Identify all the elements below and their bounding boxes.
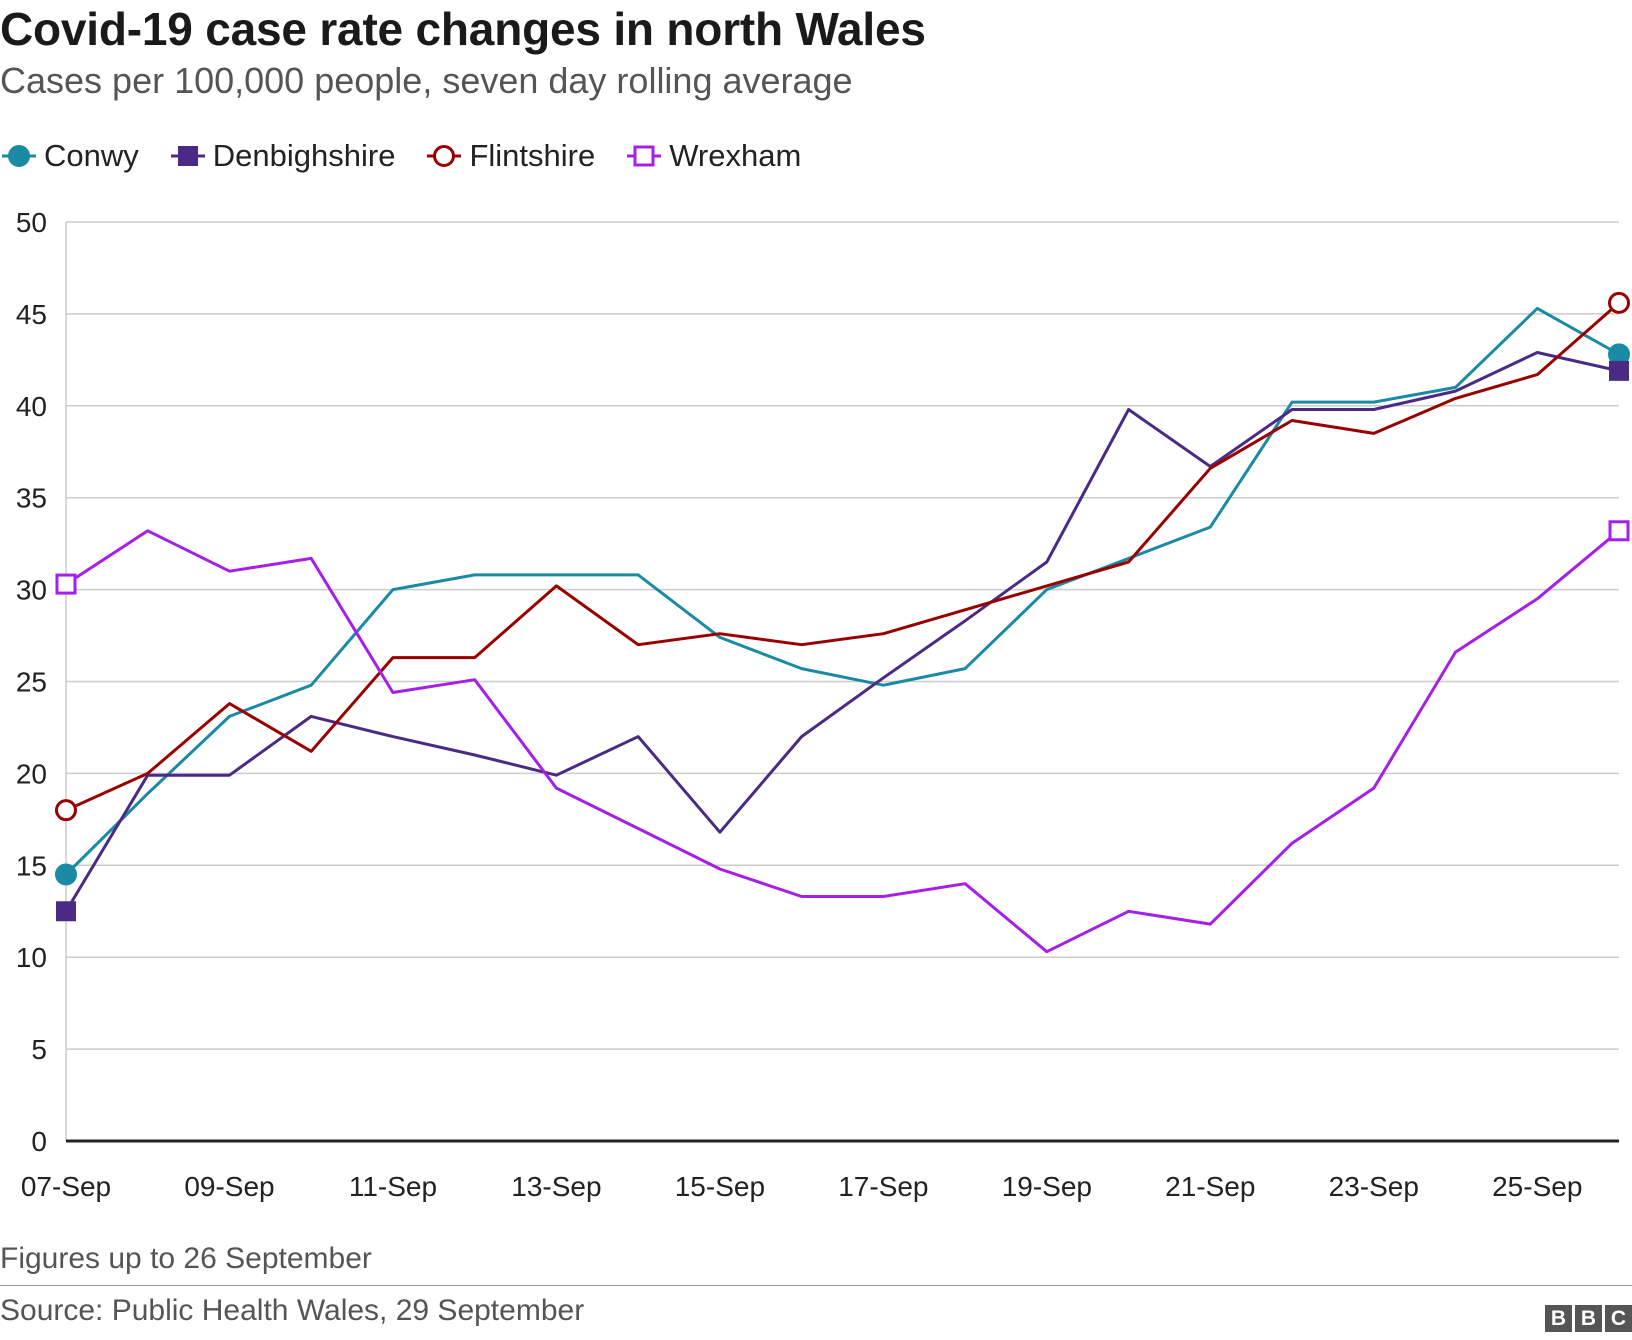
y-tick-label: 10 [16, 942, 47, 973]
bbc-logo-letter: C [1605, 1305, 1632, 1332]
legend-label: Denbighshire [212, 138, 396, 173]
legend-swatch-marker [633, 145, 655, 167]
x-tick-label: 17-Sep [838, 1171, 928, 1202]
x-tick-label: 25-Sep [1492, 1171, 1582, 1202]
legend-item-denbighshire: Denbighshire [169, 138, 396, 174]
x-tick-label: 07-Sep [21, 1171, 111, 1202]
y-tick-label: 30 [16, 575, 47, 606]
legend-label: Conwy [44, 138, 139, 173]
series-line-conwy [64, 306, 1620, 876]
series-line-denbighshire [64, 351, 1620, 913]
x-tick-label: 19-Sep [1002, 1171, 1092, 1202]
x-tick-label: 23-Sep [1329, 1171, 1419, 1202]
legend-swatch [2, 145, 36, 167]
x-axis-tick-labels: 07-Sep 09-Sep 11-Sep 13-Sep 15-Sep 17-Sep 19-S… [21, 1171, 1583, 1202]
chart-legend: Conwy Denbighshire Flintshire Wrexham [0, 134, 831, 178]
legend-item-flintshire: Flintshire [425, 138, 595, 174]
gridlines [65, 221, 1619, 1143]
y-tick-label: 40 [16, 391, 47, 422]
marker-conwy [55, 863, 77, 886]
y-tick-label: 15 [16, 850, 47, 881]
y-tick-label: 45 [16, 299, 47, 330]
series-line-flintshire [65, 301, 1620, 812]
y-tick-label: 20 [16, 758, 47, 789]
y-tick-label: 5 [31, 1034, 47, 1065]
marker-flintshire [1608, 291, 1630, 314]
bbc-logo-letter: B [1575, 1305, 1602, 1332]
line-chart: 0 5 10 15 20 25 30 35 40 45 50 07-Sep 09-Sep 11-Sep 1… [16, 207, 1630, 1202]
x-tick-label: 13-Sep [511, 1171, 601, 1202]
legend-item-conwy: Conwy [0, 138, 139, 174]
footnote: Figures up to 26 September [0, 1242, 372, 1275]
marker-denbighshire [56, 901, 76, 922]
marker-flintshire [55, 799, 77, 822]
marker-wrexham [55, 573, 77, 595]
y-tick-label: 25 [16, 667, 47, 698]
bbc-logo: B B C [1542, 1305, 1632, 1332]
x-tick-label: 09-Sep [184, 1171, 274, 1202]
legend-swatch-marker [177, 146, 198, 166]
legend-swatch [627, 145, 662, 167]
legend-swatch-marker [433, 145, 456, 167]
legend-swatch [427, 145, 462, 167]
legend-item-wrexham: Wrexham [625, 138, 801, 174]
y-tick-label: 35 [16, 483, 47, 514]
x-tick-label: 21-Sep [1165, 1171, 1255, 1202]
source-credit: Source: Public Health Wales, 29 Septembe… [0, 1294, 585, 1327]
bbc-logo-letter: B [1545, 1305, 1572, 1332]
x-tick-label: 15-Sep [675, 1171, 765, 1202]
footer-divider [0, 1285, 1632, 1286]
series-lines [64, 301, 1620, 954]
y-tick-label: 50 [16, 207, 47, 238]
marker-denbighshire [1609, 360, 1629, 381]
chart-subtitle: Cases per 100,000 people, seven day roll… [0, 60, 853, 101]
legend-label: Wrexham [669, 138, 802, 173]
legend-label: Flintshire [469, 138, 596, 173]
series-line-wrexham [65, 529, 1620, 954]
y-tick-label: 0 [31, 1126, 47, 1157]
series-end-markers [55, 291, 1630, 922]
y-axis-tick-labels: 0 5 10 15 20 25 30 35 40 45 50 [16, 207, 47, 1157]
legend-swatch [170, 146, 205, 166]
x-tick-label: 11-Sep [349, 1171, 437, 1202]
chart-title: Covid-19 case rate changes in north Wale… [0, 3, 926, 55]
legend-swatch-marker [8, 145, 30, 167]
marker-wrexham [1608, 520, 1630, 542]
